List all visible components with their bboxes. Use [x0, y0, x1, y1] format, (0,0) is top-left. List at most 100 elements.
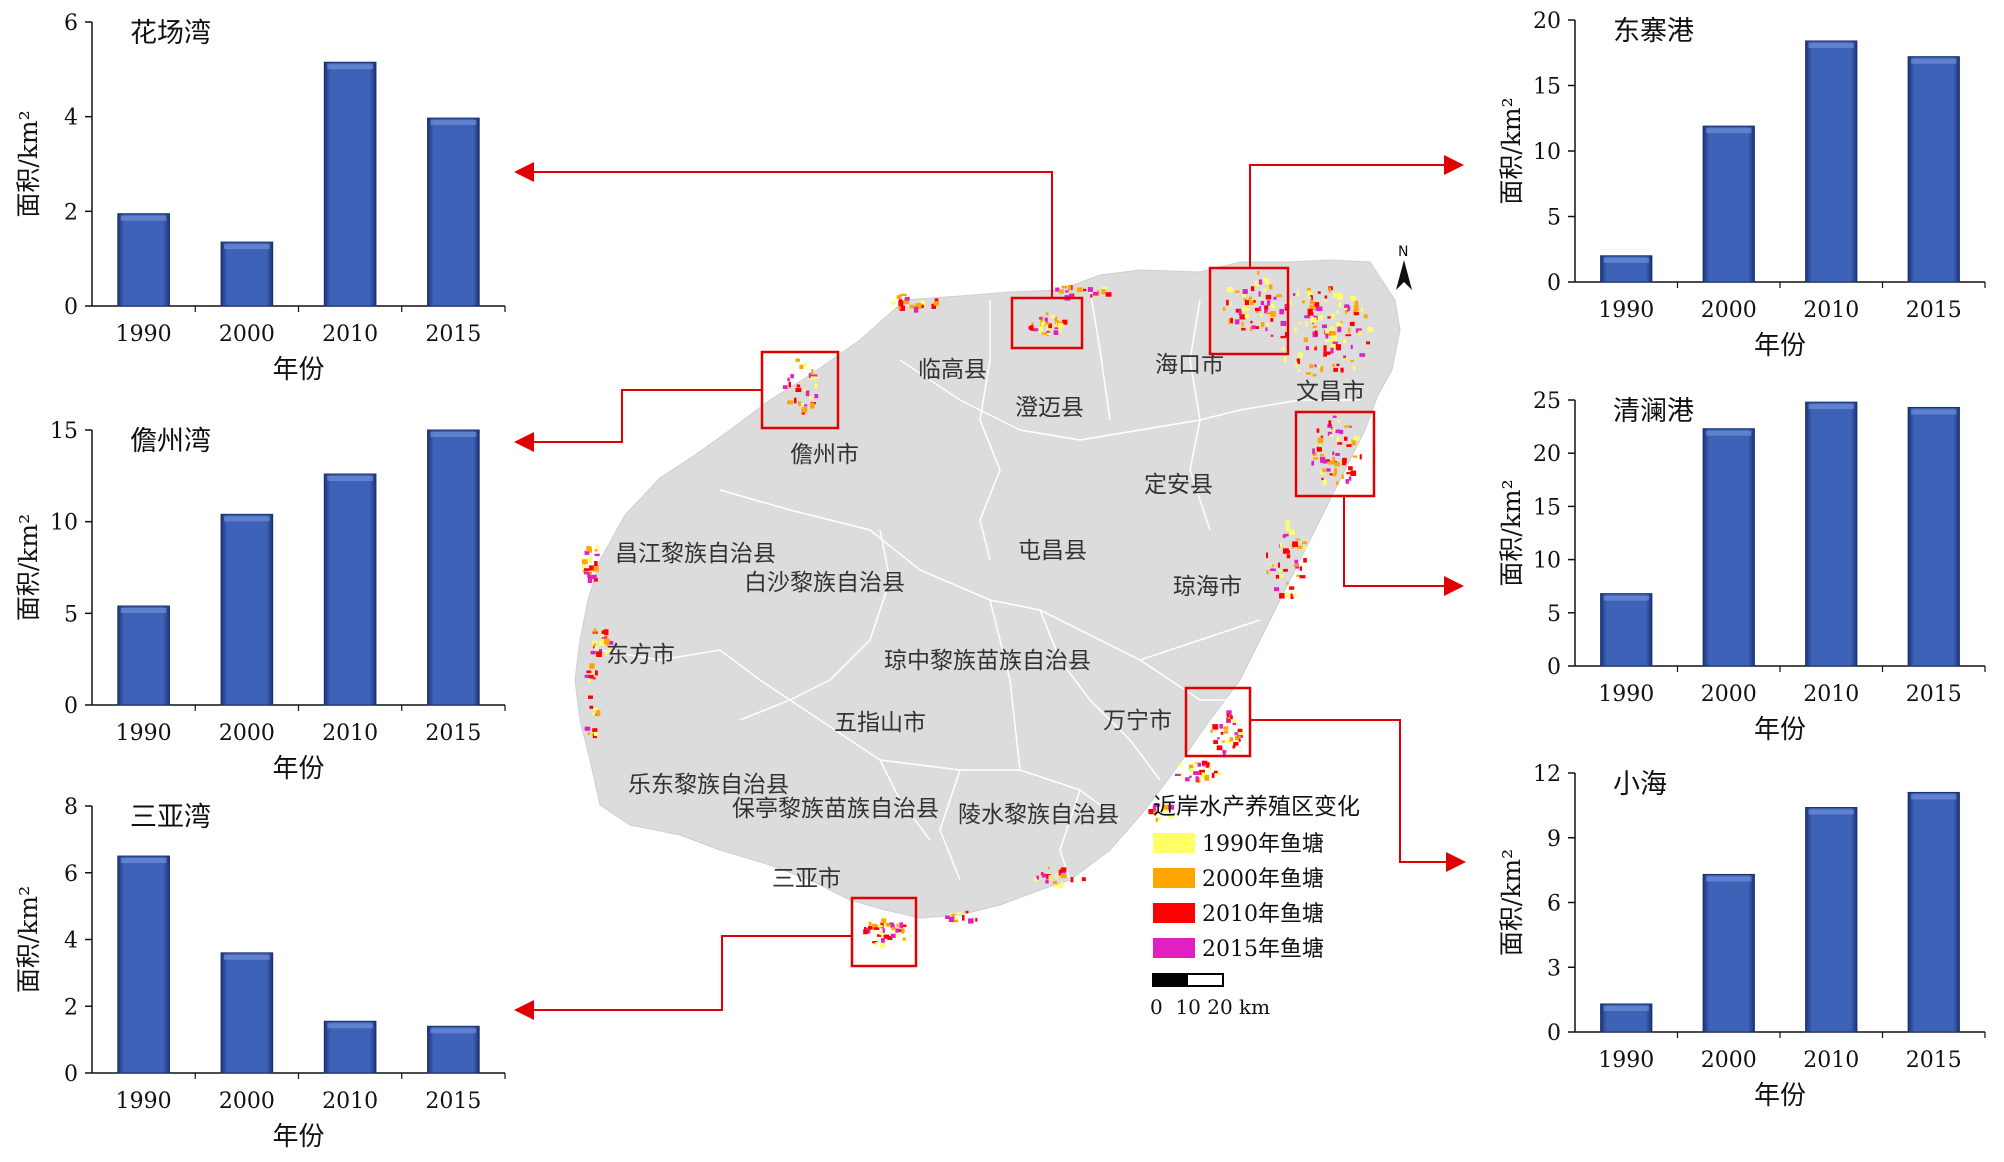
pond-speck [606, 643, 609, 646]
box-qinglan [1294, 410, 1376, 498]
pond-speck [1230, 317, 1233, 323]
pond-speck [587, 578, 593, 583]
pond-speck [584, 550, 590, 555]
pond-speck [1337, 293, 1343, 300]
pond-speck [601, 634, 605, 638]
pond-speck [1217, 737, 1220, 740]
pond-speck [1318, 365, 1321, 368]
pond-speck [1242, 293, 1246, 298]
pond-speck [1342, 462, 1347, 466]
pond-speck [890, 924, 895, 929]
pond-speck [1326, 468, 1331, 472]
bar [1702, 873, 1755, 1033]
pond-speck [811, 369, 814, 373]
pond-speck [1364, 314, 1368, 319]
pond-speck [1289, 529, 1295, 536]
pond-speck [591, 712, 596, 715]
pond-speck [1322, 468, 1326, 473]
bar [220, 513, 274, 706]
pond-speck [1292, 541, 1298, 547]
pond-speck [1260, 313, 1263, 318]
pond-speck [877, 934, 882, 937]
pond-speck [1209, 766, 1212, 772]
pond-speck [1265, 294, 1272, 300]
pond-speck [1298, 352, 1303, 358]
pond-speck [1243, 306, 1248, 310]
pond-speck [1046, 330, 1050, 334]
pond-speck [948, 916, 955, 923]
y-axis-label: 面积/km² [14, 514, 43, 621]
pond-speck [594, 732, 599, 737]
pond-speck [887, 936, 893, 941]
pond-speck [1238, 730, 1244, 735]
y-tick-label: 9 [1547, 827, 1561, 852]
pond-speck [1322, 470, 1325, 475]
pond-speck [1250, 320, 1253, 324]
x-axis-label: 年份 [1754, 331, 1806, 361]
pond-speck [1280, 542, 1283, 548]
bar [323, 1020, 377, 1074]
pond-speck [1213, 770, 1218, 774]
pond-speck [1102, 286, 1108, 290]
pond-speck [1221, 740, 1226, 743]
pond-speck [1060, 873, 1067, 879]
pond-speck [1314, 330, 1318, 336]
pond-speck [1295, 361, 1298, 368]
pond-speck [1263, 288, 1267, 292]
pond-speck [1222, 750, 1227, 753]
county-label: 昌江黎族自治县 [615, 541, 776, 567]
pond-speck [1344, 307, 1348, 310]
pond-speck [1204, 775, 1210, 781]
pond-speck [1353, 436, 1360, 441]
pond-speck [1341, 474, 1344, 479]
pond-speck [1030, 325, 1034, 331]
pond-speck [1344, 308, 1347, 315]
pond-speck [1257, 271, 1260, 275]
pond-speck [1197, 762, 1201, 767]
y-axis-label: 面积/km² [14, 886, 43, 993]
county-label: 五指山市 [834, 710, 926, 736]
pond-speck [1349, 321, 1355, 327]
pond-speck [1309, 364, 1314, 369]
pond-speck [1327, 431, 1332, 437]
bar-highlight [1706, 430, 1752, 436]
pond-speck [1254, 280, 1260, 286]
pond-speck [1055, 287, 1060, 292]
pond-speck [1323, 479, 1327, 486]
pond-speck [594, 553, 600, 557]
county-label: 陵水黎族自治县 [958, 802, 1119, 828]
pond-speck [589, 705, 594, 709]
pond-speck [1042, 321, 1046, 325]
pond-speck [1227, 718, 1230, 721]
pond-speck [1339, 429, 1344, 435]
bar-highlight [120, 608, 167, 613]
pond-speck [810, 372, 814, 375]
county-label: 白沙黎族自治县 [744, 570, 905, 596]
chart-title: 三亚湾 [130, 802, 211, 833]
pond-speck [1346, 309, 1349, 313]
pond-speck [1163, 804, 1169, 811]
bar [1907, 56, 1960, 283]
y-tick-label: 25 [1533, 389, 1561, 414]
pond-speck [1244, 313, 1249, 319]
pond-speck [1090, 294, 1093, 298]
pond-speck [1332, 363, 1335, 368]
pond-speck [898, 294, 902, 299]
pond-speck [1303, 558, 1307, 563]
chart-title: 东寨港 [1613, 16, 1694, 47]
pond-speck [1285, 526, 1290, 531]
pond-speck [899, 922, 904, 929]
x-tick-label: 2000 [1701, 682, 1757, 707]
pond-speck [1323, 299, 1328, 302]
pond-speck [592, 707, 598, 711]
pond-speck [1051, 315, 1056, 319]
pond-speck [1058, 289, 1064, 294]
pond-speck [1201, 760, 1208, 765]
pond-speck [1346, 472, 1351, 475]
pond-speck [1155, 818, 1158, 822]
pond-speck [875, 941, 878, 946]
pond-speck [1039, 326, 1043, 332]
pond-speck [1343, 339, 1347, 344]
pond-speck [1329, 434, 1333, 438]
